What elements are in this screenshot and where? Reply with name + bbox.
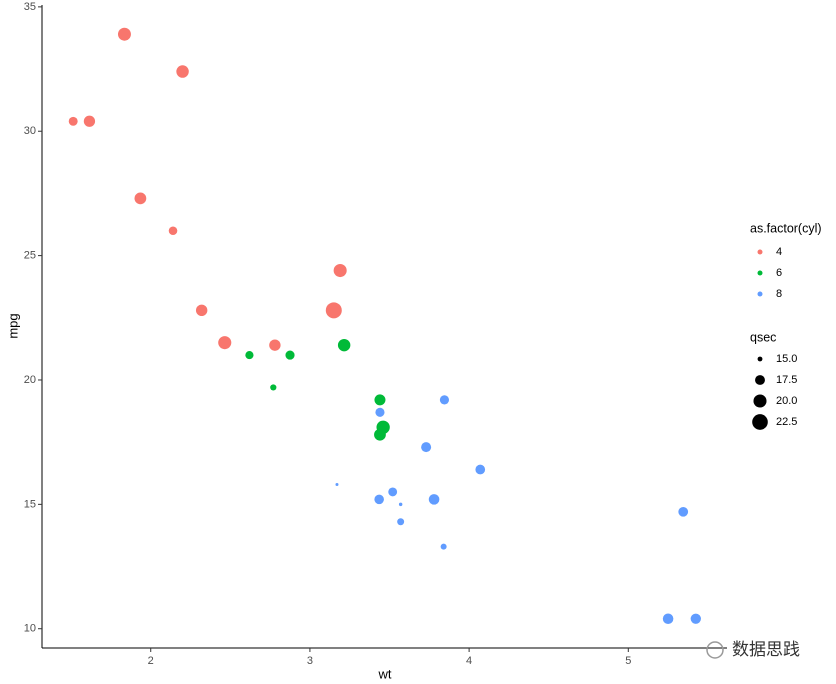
color-legend-title: as.factor(cyl) (750, 221, 822, 235)
size-legend-label: 22.5 (776, 416, 797, 428)
y-tick-label: 15 (24, 498, 36, 510)
point (421, 442, 432, 453)
point (270, 384, 277, 391)
point (374, 394, 386, 406)
y-axis-title: mpg (5, 313, 20, 338)
watermark: 数据思践 (732, 640, 800, 660)
point (195, 304, 208, 317)
point (325, 302, 342, 319)
size-legend-key (755, 375, 765, 385)
x-tick-label: 2 (148, 655, 154, 667)
legend-label: 8 (776, 288, 782, 300)
x-tick-label: 3 (307, 655, 313, 667)
y-tick-label: 25 (24, 250, 36, 262)
point (245, 351, 254, 360)
point (678, 506, 689, 517)
size-legend-title: qsec (750, 330, 776, 344)
y-tick-label: 20 (24, 374, 36, 386)
point (475, 464, 486, 475)
legend-label: 4 (776, 246, 782, 258)
point (397, 518, 405, 526)
point (333, 263, 347, 278)
point (335, 482, 339, 486)
size-legend-label: 20.0 (776, 395, 797, 407)
y-tick-label: 30 (24, 125, 36, 137)
point (285, 350, 295, 360)
point (337, 338, 351, 352)
y-tick-label: 35 (24, 1, 36, 13)
size-legend-key (753, 394, 767, 408)
point (117, 27, 131, 41)
watermark-icon (706, 641, 724, 659)
point (68, 116, 78, 126)
point (269, 339, 281, 351)
size-legend-label: 15.0 (776, 353, 797, 365)
point (83, 115, 96, 127)
point (375, 407, 385, 417)
point (440, 543, 447, 550)
point (690, 613, 701, 624)
legend-label: 6 (776, 267, 782, 279)
point (439, 395, 450, 405)
point (374, 494, 384, 505)
size-legend-label: 17.5 (776, 374, 797, 386)
point (168, 226, 178, 236)
legend-key (757, 270, 763, 276)
point (176, 65, 189, 78)
legend-key (757, 249, 763, 255)
legend-key (757, 291, 763, 297)
size-legend-key (752, 414, 768, 430)
x-axis-title: wt (378, 666, 392, 681)
point (134, 192, 147, 205)
point (428, 494, 440, 505)
point (218, 336, 232, 350)
point (374, 428, 386, 441)
point (388, 487, 398, 497)
size-legend-key (757, 356, 763, 362)
point (398, 502, 403, 507)
x-tick-label: 5 (625, 655, 631, 667)
x-tick-label: 4 (466, 655, 472, 667)
y-tick-label: 10 (24, 623, 36, 635)
point (662, 613, 674, 625)
